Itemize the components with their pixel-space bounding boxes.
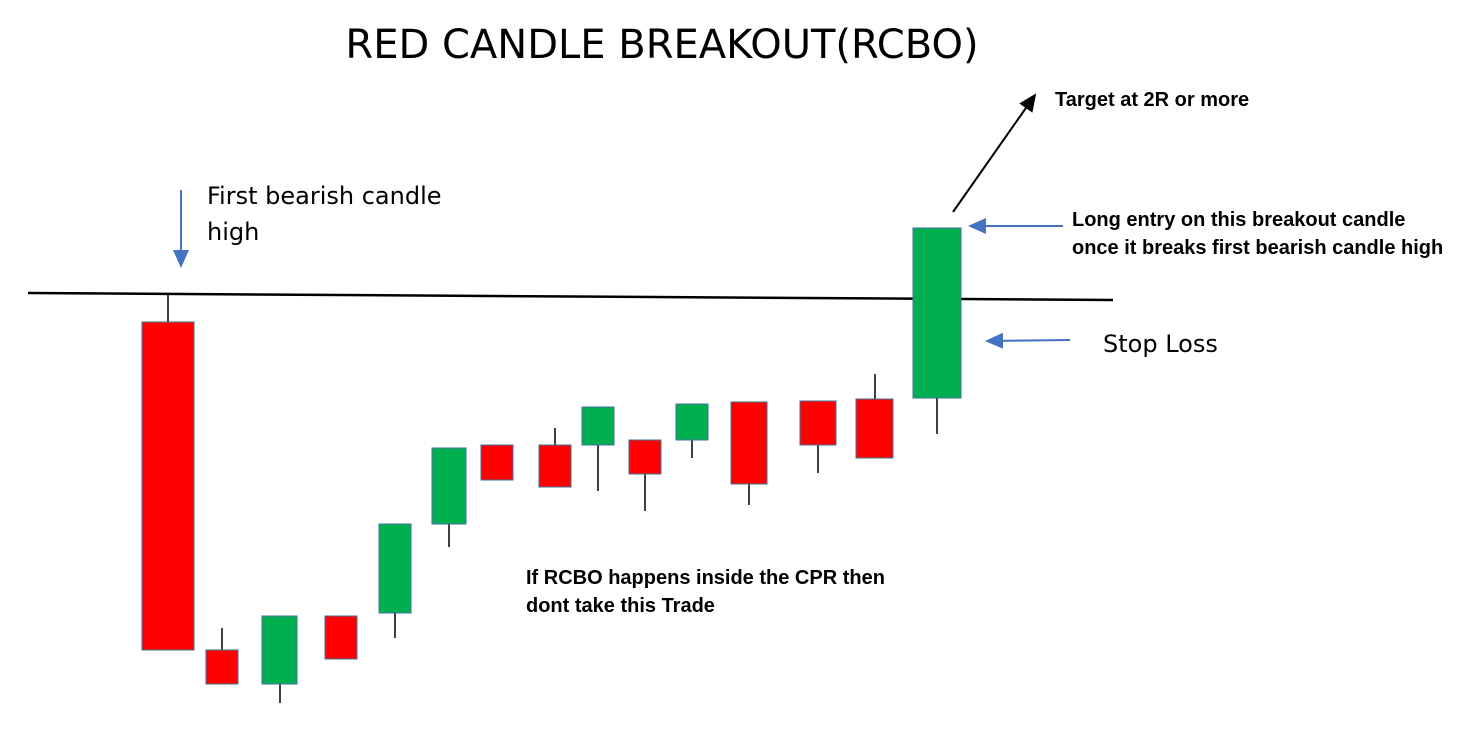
annotation: First bearish candle xyxy=(207,182,442,210)
annotation: high xyxy=(207,218,259,246)
candle xyxy=(675,403,709,441)
candle xyxy=(378,523,412,614)
candle xyxy=(431,447,467,525)
arrow xyxy=(985,332,1071,349)
candle xyxy=(730,401,768,485)
annotation: If RCBO happens inside the CPR then xyxy=(526,567,885,589)
candle xyxy=(855,398,894,459)
title: RED CANDLE BREAKOUT(RCBO) xyxy=(345,22,978,68)
candle xyxy=(628,439,662,475)
annotation: once it breaks first bearish candle high xyxy=(1072,237,1443,259)
candle xyxy=(141,321,195,651)
candle xyxy=(912,227,962,399)
annotation: dont take this Trade xyxy=(526,595,715,617)
candle xyxy=(581,406,615,446)
candles xyxy=(141,227,962,703)
annotation: Long entry on this breakout candle xyxy=(1072,209,1405,231)
candle xyxy=(480,444,514,481)
annotation: Target at 2R or more xyxy=(1055,89,1249,111)
annotation: Stop Loss xyxy=(1103,330,1218,358)
candle xyxy=(205,649,239,685)
arrow xyxy=(952,93,1037,213)
candle xyxy=(324,615,358,660)
candle xyxy=(799,400,837,446)
candle xyxy=(261,615,298,685)
candle xyxy=(538,444,572,488)
